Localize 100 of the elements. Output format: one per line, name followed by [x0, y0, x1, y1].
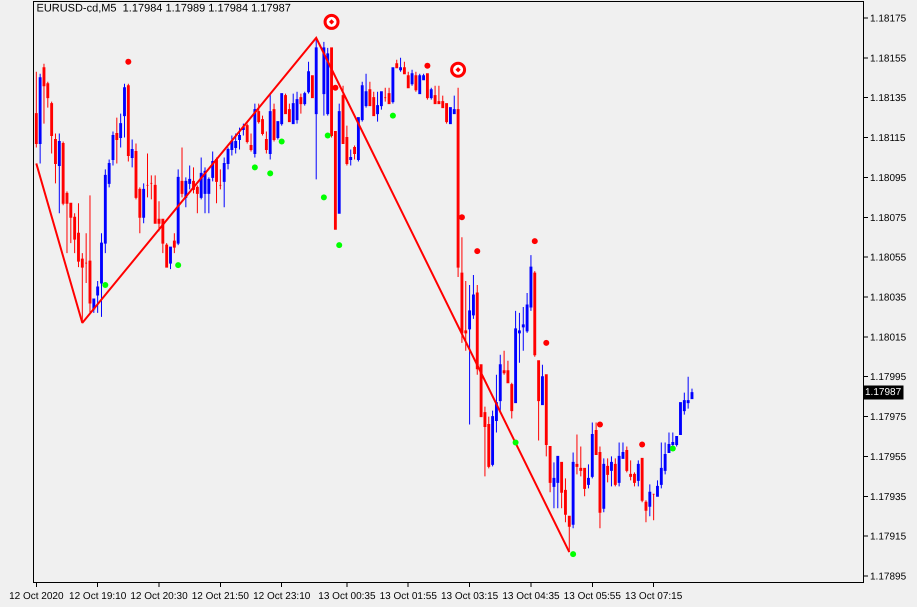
candlestick — [384, 87, 387, 102]
candlestick — [660, 442, 663, 489]
candlestick — [410, 69, 414, 86]
point — [252, 164, 258, 170]
candlestick — [652, 494, 656, 521]
candlestick — [399, 57, 402, 72]
y-tick-label: 1.18175 — [870, 13, 907, 24]
candlestick — [307, 61, 310, 94]
candlestick — [126, 83, 130, 162]
point — [474, 248, 480, 254]
candlestick — [690, 388, 694, 400]
candlestick — [215, 156, 218, 204]
candlestick — [96, 280, 100, 314]
candlestick — [656, 480, 659, 497]
y-tick-label: 1.17915 — [870, 532, 907, 543]
candlestick — [314, 37, 318, 180]
candlestick — [238, 127, 241, 150]
point — [543, 340, 550, 346]
y-tick-label: 1.17995 — [870, 372, 907, 384]
candlestick — [498, 354, 502, 414]
candlestick — [142, 182, 146, 224]
candlestick — [395, 59, 398, 68]
y-tick-label: 1.18015 — [870, 332, 907, 344]
y-tick-label: 1.18115 — [870, 133, 906, 144]
candlestick — [514, 310, 518, 404]
candlestick — [426, 73, 429, 100]
point — [336, 242, 342, 248]
point — [324, 132, 331, 139]
candlestick — [250, 133, 252, 152]
candlestick — [299, 93, 302, 114]
candlestick — [58, 133, 61, 214]
candlestick — [606, 458, 610, 483]
point — [570, 551, 576, 558]
point — [324, 14, 340, 30]
candlestick — [644, 500, 648, 523]
x-tick-label: 12 Oct 23:10 — [253, 591, 311, 602]
x-tick-label: 13 Oct 05:55 — [564, 591, 622, 602]
candlestick — [146, 152, 149, 198]
point — [512, 439, 519, 446]
y-tick-label: 1.18035 — [870, 292, 907, 304]
candlestick — [414, 71, 418, 92]
candlestick — [353, 145, 356, 160]
candlestick — [636, 460, 640, 487]
candlestick — [614, 458, 617, 487]
candlestick — [54, 133, 57, 184]
candlestick — [292, 93, 295, 124]
candlestick — [434, 85, 437, 104]
candlestick — [648, 484, 652, 517]
candlestick — [234, 133, 238, 154]
candlestick — [119, 113, 122, 148]
y-tick-label: 1.17895 — [870, 572, 907, 583]
candlestick — [675, 436, 678, 447]
point — [532, 238, 538, 244]
x-tick-label: 13 Oct 00:35 — [318, 591, 376, 602]
candlestick — [123, 83, 126, 138]
point — [125, 58, 132, 65]
point — [596, 422, 603, 428]
chart-title: EURUSD-cd,M5 1.17984 1.17989 1.17984 1.17987 — [36, 2, 291, 14]
y-tick-label: 1.17935 — [870, 492, 907, 503]
y-tick-label: 1.17975 — [870, 412, 907, 424]
candlestick — [388, 87, 391, 104]
x-tick-label: 13 Oct 01:55 — [380, 591, 438, 602]
candlestick — [537, 360, 540, 441]
candlestick — [303, 91, 306, 106]
y-tick-label: 1.18075 — [870, 212, 907, 224]
candlestick — [391, 67, 394, 104]
candlestick — [349, 148, 352, 166]
candlestick — [272, 103, 276, 142]
candlestick — [34, 71, 38, 148]
point — [450, 62, 466, 78]
candlestick — [587, 464, 590, 489]
candlestick — [625, 446, 628, 473]
candlestick — [176, 168, 180, 246]
candlestick — [180, 147, 184, 198]
annotation: 1.17987 — [865, 387, 902, 398]
candlestick — [576, 434, 578, 475]
point — [424, 62, 430, 69]
y-tick-label: 1.18155 — [870, 53, 907, 64]
candlestick — [322, 41, 326, 116]
x-tick-label: 12 Oct 21:50 — [192, 591, 250, 602]
candlestick — [437, 85, 440, 104]
candlestick — [112, 131, 114, 166]
candlestick — [296, 91, 298, 124]
candlestick — [590, 422, 594, 479]
candlestick — [130, 139, 134, 168]
point — [390, 112, 396, 119]
candlestick — [376, 91, 379, 122]
x-tick-label: 13 Oct 07:15 — [625, 591, 683, 602]
candlestick — [169, 246, 172, 270]
point — [278, 138, 285, 145]
x-tick-label: 12 Oct 19:10 — [69, 591, 127, 602]
candlestick — [556, 456, 560, 509]
candlestick — [541, 364, 544, 406]
candlestick — [38, 73, 42, 164]
y-tick-label: 1.18055 — [870, 252, 907, 264]
candlestick — [115, 117, 118, 164]
candlestick — [668, 432, 670, 453]
point — [175, 262, 182, 268]
candlestick — [242, 123, 245, 136]
candlestick — [253, 103, 256, 158]
